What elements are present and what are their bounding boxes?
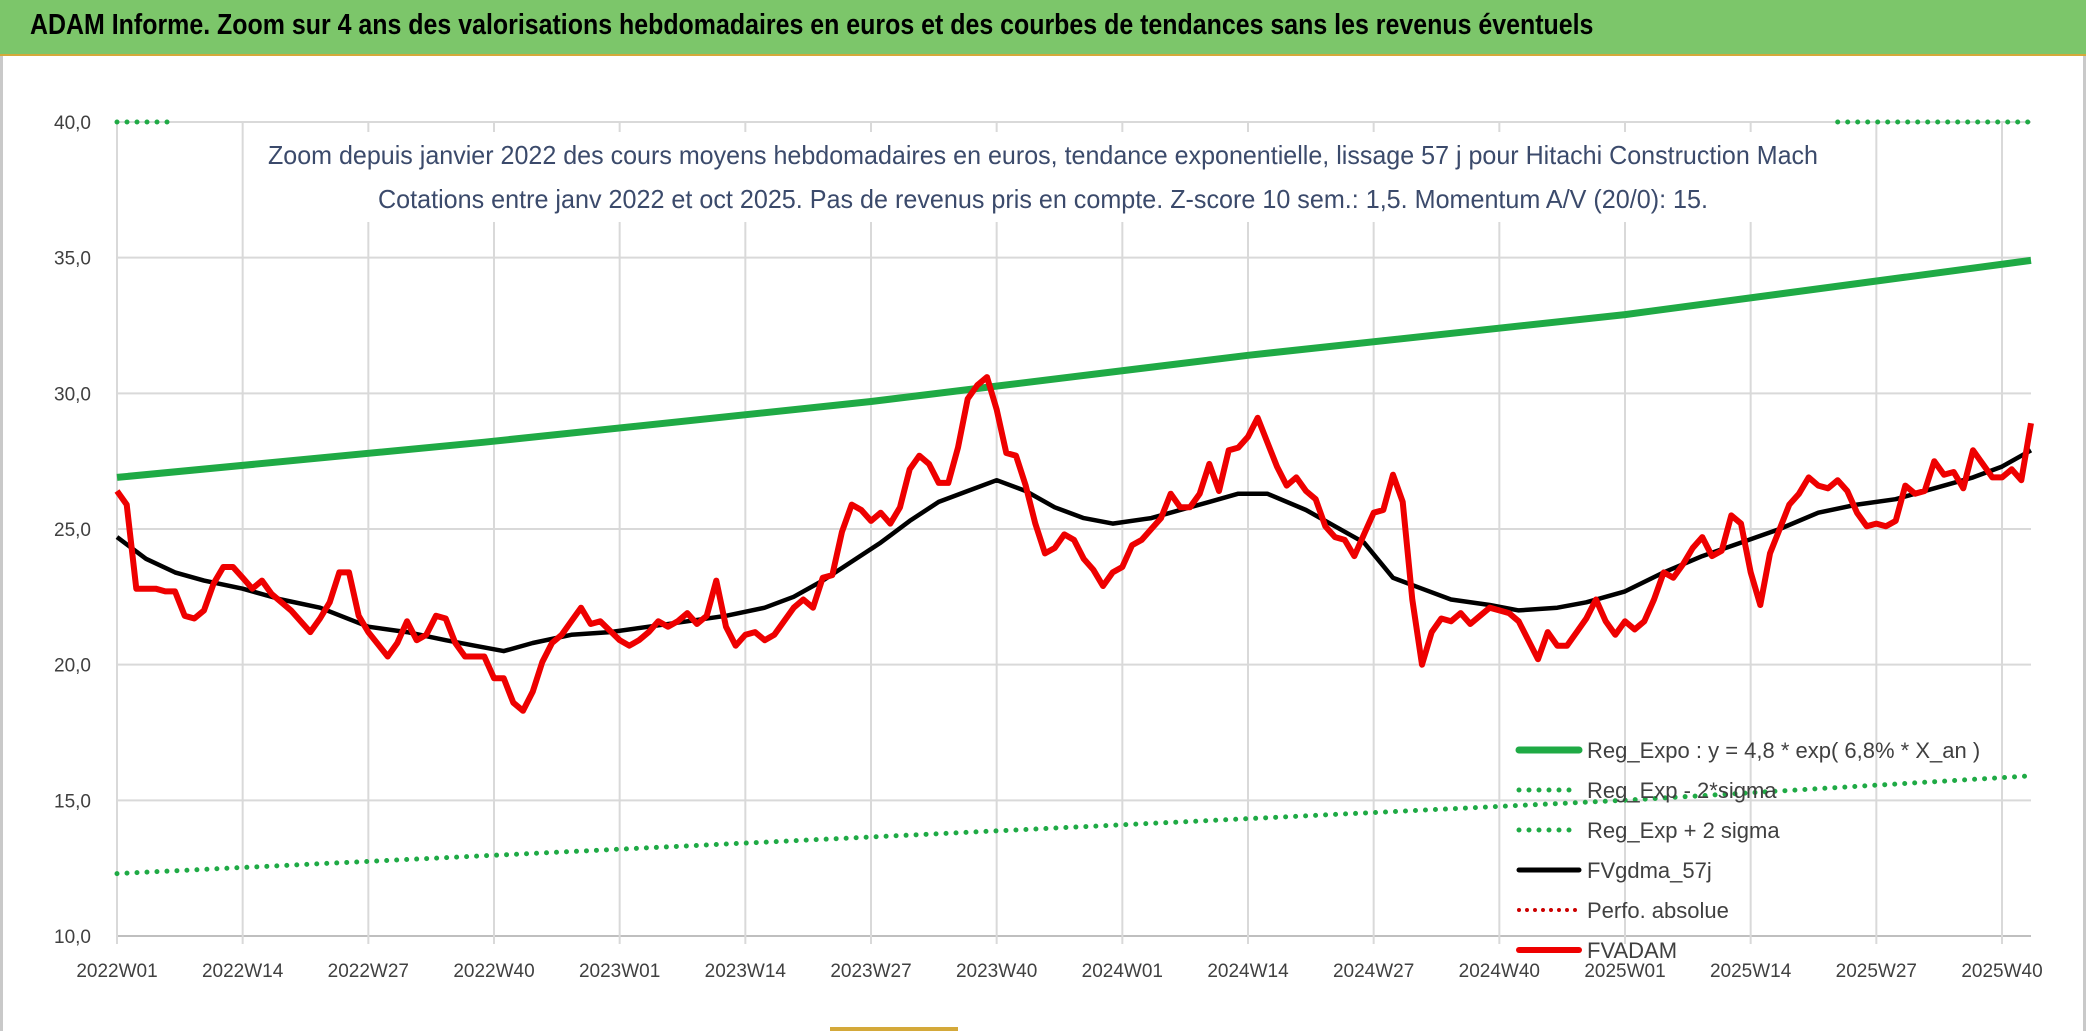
x-tick-label: 2023W27 [830,961,911,982]
series-fvadam [114,374,2034,714]
x-tick-label: 2024W40 [1459,961,1540,982]
x-tick-label: 2024W01 [1082,961,1163,982]
x-tick-label: 2025W40 [1961,961,2042,982]
report-title: ADAM Informe. Zoom sur 4 ans des valoris… [30,9,1594,41]
x-tick-label: 2024W27 [1333,961,1414,982]
x-tick-label: 2022W01 [76,961,157,982]
x-tick-label: 2023W14 [705,961,787,982]
legend-label: Perfo. absolue [1587,898,1729,923]
legend-label: Reg_Expo : y = 4,8 * exp( 6,8% * X_an ) [1587,738,1980,763]
y-tick-label: 15,0 [54,791,91,812]
x-tick-label: 2023W01 [579,961,660,982]
x-tick-label: 2025W01 [1584,961,1665,982]
legend-label: FVADAM [1587,938,1677,963]
y-tick-label: 40,0 [54,113,91,134]
chart-title-line2: Cotations entre janv 2022 et oct 2025. P… [378,184,1708,214]
x-tick-label: 2024W14 [1207,961,1289,982]
x-tick-label: 2025W27 [1836,961,1917,982]
y-tick-label: 35,0 [54,249,91,270]
y-tick-label: 30,0 [54,384,91,405]
report-header: ADAM Informe. Zoom sur 4 ans des valoris… [0,0,2086,56]
legend-label: Reg_Exp + 2 sigma [1587,818,1780,843]
bottom-accent-bar [830,1027,958,1031]
chart-title-line1: Zoom depuis janvier 2022 des cours moyen… [268,140,1818,170]
legend-label: FVgdma_57j [1587,858,1712,883]
y-tick-label: 25,0 [54,520,91,541]
y-tick-label: 20,0 [54,656,91,677]
x-tick-label: 2022W40 [453,961,534,982]
series-reg-expo [116,256,2032,481]
x-tick-label: 2022W14 [202,961,284,982]
y-tick-label: 10,0 [54,927,91,948]
x-tick-label: 2022W27 [328,961,409,982]
line-chart: 10,0 15,0 20,0 25,0 30,0 35,0 40,0 2022W01 2022W… [54,113,2043,982]
x-tick-label: 2025W14 [1710,961,1792,982]
chart-area: 10,0 15,0 20,0 25,0 30,0 35,0 40,0 2022W01 2022W… [0,56,2086,1031]
chart-title-background [261,132,1827,222]
x-tick-label: 2023W40 [956,961,1037,982]
legend-label: Reg_Exp - 2*sigma [1587,778,1777,803]
